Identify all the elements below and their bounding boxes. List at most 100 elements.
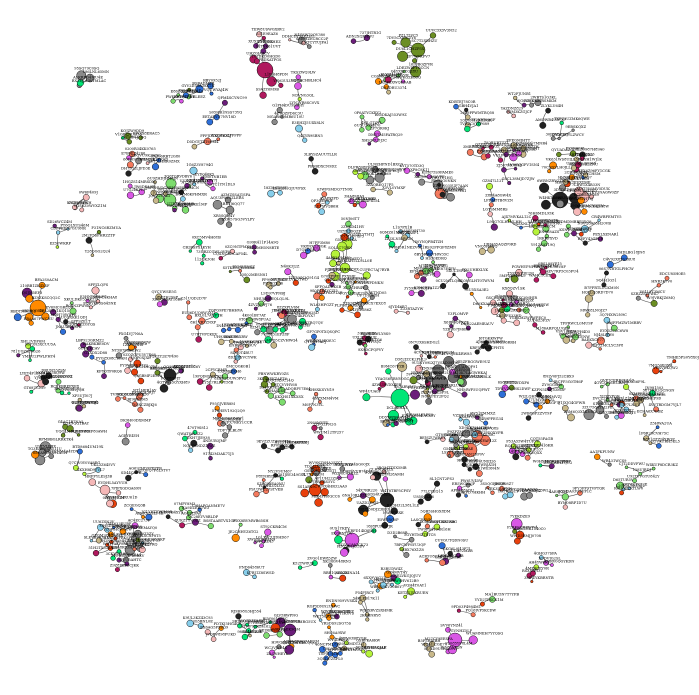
node bbox=[432, 364, 444, 376]
node-label: FBNWWKRY0ZS bbox=[258, 372, 289, 376]
node bbox=[318, 618, 323, 622]
node bbox=[650, 299, 658, 307]
node bbox=[279, 327, 286, 333]
node bbox=[138, 135, 143, 141]
node-label: QWUPBRPECJ9 bbox=[373, 169, 403, 173]
node bbox=[354, 311, 361, 319]
node-label: RMRKZWLY8S9 bbox=[361, 332, 391, 336]
node bbox=[297, 565, 303, 570]
node bbox=[655, 425, 660, 430]
node-label: ZAPKEMAYQ0 bbox=[131, 526, 158, 530]
node bbox=[558, 383, 564, 390]
node-label: 6WRNZRYGT80W bbox=[537, 179, 570, 183]
node bbox=[221, 373, 229, 380]
node-label: 1G6Z3V8794G bbox=[186, 163, 213, 167]
node bbox=[362, 271, 371, 280]
node bbox=[85, 298, 90, 303]
node-label: YRSDS92SG75S bbox=[320, 622, 351, 626]
node bbox=[59, 328, 67, 335]
node bbox=[441, 387, 445, 391]
node-label: PZL75VC5 bbox=[399, 34, 419, 38]
node bbox=[513, 95, 518, 101]
node-label: GYV2D5SA38XTK bbox=[182, 84, 215, 88]
node bbox=[571, 128, 575, 132]
node-label: AH4YW6KJ bbox=[528, 561, 550, 565]
node bbox=[424, 493, 433, 502]
node bbox=[273, 473, 278, 478]
node bbox=[337, 241, 347, 252]
node bbox=[544, 234, 549, 239]
node-label: FDX8BVMWB65SH bbox=[233, 519, 269, 523]
node-label: EQK9QQ1BAY bbox=[63, 421, 90, 425]
node-label: AUCQXKK1QDJ bbox=[57, 315, 87, 319]
node-label: LRWBBMPCM bbox=[529, 224, 556, 228]
node-label: Q8GG8NNNCQQ0 bbox=[282, 641, 316, 645]
node bbox=[280, 115, 284, 119]
node-label: VDXVVKQW2 bbox=[652, 366, 678, 370]
node bbox=[131, 401, 138, 407]
node bbox=[561, 493, 569, 501]
node bbox=[277, 189, 283, 196]
node bbox=[418, 178, 426, 186]
node bbox=[125, 170, 132, 177]
node-label: TXPZ3UZMK6QWE bbox=[554, 117, 590, 121]
node bbox=[623, 383, 630, 390]
node bbox=[619, 402, 625, 408]
node bbox=[353, 280, 357, 284]
node bbox=[228, 269, 232, 274]
node-label: 0ZMFEE37MN8ZZ bbox=[629, 392, 664, 396]
node bbox=[154, 358, 161, 365]
node-label: SNEB17LWTJYKL bbox=[511, 304, 544, 308]
node-label: DGWVHU16V8F bbox=[536, 265, 567, 269]
node bbox=[486, 485, 490, 490]
node-label: KRF5YEKNCFHTS bbox=[470, 346, 505, 350]
node-label: N45XKNM4A4YDV bbox=[44, 450, 79, 454]
node bbox=[311, 560, 318, 567]
node bbox=[259, 543, 264, 549]
node bbox=[270, 382, 276, 387]
node bbox=[374, 172, 385, 183]
node bbox=[50, 309, 57, 316]
node-label: PN2BD3UF537 bbox=[515, 447, 544, 451]
node-label: 983AX8QD bbox=[356, 197, 376, 201]
node-label: M27CY9EESFA bbox=[425, 637, 454, 641]
node bbox=[349, 236, 354, 241]
node bbox=[472, 463, 480, 470]
node-label: PWKLFT71TWT bbox=[166, 95, 196, 99]
node-label: SM0HZECRCC2P bbox=[296, 37, 329, 41]
node-label: 75R762ES bbox=[418, 385, 438, 389]
node bbox=[504, 277, 510, 283]
node-label: 14WKW9HV612B9 bbox=[384, 579, 419, 583]
node-label: NW8FJBXE bbox=[383, 511, 404, 515]
node-label: BXL0L7AUF7H bbox=[195, 314, 223, 318]
node-label: 60TN97TF8ACVE bbox=[123, 158, 156, 162]
node bbox=[462, 429, 471, 438]
node bbox=[582, 172, 589, 178]
node bbox=[446, 192, 455, 202]
node-label: FYQ8QN5574R67 bbox=[488, 303, 521, 307]
node bbox=[159, 384, 169, 393]
node-label: 4MLGTCYL bbox=[361, 121, 383, 125]
node bbox=[624, 465, 629, 470]
node bbox=[315, 202, 322, 209]
node bbox=[221, 99, 228, 106]
node-label: U85SGKK6 bbox=[413, 495, 434, 499]
node-label: AMQWB4UB7X7 bbox=[534, 118, 566, 122]
node bbox=[378, 116, 386, 124]
node-label: JSPPHVQCRRN bbox=[145, 186, 175, 190]
node-label: ZRM6Q3X1KN8Q bbox=[564, 410, 596, 414]
node bbox=[210, 636, 217, 642]
node-label: TVMQLCL5FWB5L bbox=[110, 392, 146, 396]
node bbox=[348, 198, 355, 205]
node bbox=[122, 396, 127, 400]
node-label: 6QMZ61MVLQB bbox=[380, 231, 411, 235]
node-label: Y6MGLGMMYD7 bbox=[330, 257, 363, 261]
node-label: 4BG1HXNFAP12Z bbox=[463, 439, 497, 443]
node bbox=[359, 594, 367, 602]
node-label: 9AZHW8K1WM bbox=[560, 177, 589, 181]
node bbox=[474, 349, 480, 355]
node bbox=[526, 447, 532, 453]
node bbox=[90, 253, 95, 257]
node bbox=[91, 286, 100, 295]
